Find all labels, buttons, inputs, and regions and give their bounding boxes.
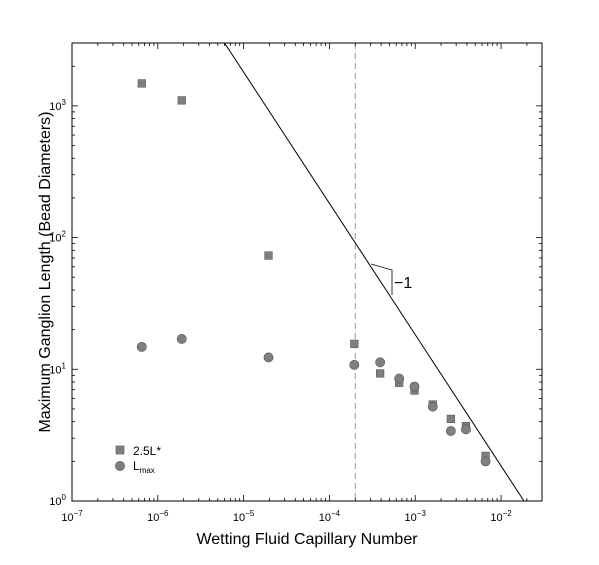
y-tick-label: 103 — [49, 98, 66, 113]
point-lmax — [409, 381, 420, 392]
point-lmax — [136, 341, 147, 352]
y-axis-label: Maximum Ganglion Length (Bead Diameters) — [37, 111, 54, 432]
y-tick-label-exponent: 3 — [62, 98, 67, 107]
slope-reference-line — [224, 42, 525, 502]
plot-frame — [71, 42, 543, 502]
point-lmax — [445, 426, 456, 436]
legend: 2.5L* Lmax — [115, 444, 161, 475]
point-lmax — [375, 357, 386, 368]
x-tick-label: 10−7 — [61, 509, 83, 524]
point-lmax — [461, 424, 471, 435]
x-tick-label-exponent: −2 — [503, 509, 513, 518]
y-tick-label: 102 — [49, 230, 66, 245]
y-tick-label-exponent: 0 — [62, 493, 67, 502]
y-tick-label-base: 10 — [49, 233, 61, 245]
point-2-5l — [376, 369, 385, 378]
legend-label-2-5l: 2.5L* — [133, 444, 161, 458]
x-tick-label-base: 10 — [147, 512, 159, 524]
x-tick-labels: 10−7 10−6 10−5 10−4 10−3 10−2 — [61, 509, 512, 524]
point-lmax — [263, 352, 274, 363]
legend-label-lmax: Lmax — [133, 459, 155, 475]
y-tick-label-exponent: 2 — [62, 230, 67, 239]
point-2-5l — [350, 339, 359, 348]
slope-label: −1 — [394, 275, 412, 292]
y-tick-label-base: 10 — [49, 101, 61, 113]
point-2-5l — [177, 96, 186, 105]
x-tick-label-base: 10 — [319, 512, 331, 524]
x-tick-label-exponent: −7 — [74, 509, 84, 518]
x-tick-label-exponent: −5 — [245, 509, 255, 518]
x-tick-label: 10−2 — [490, 509, 512, 524]
x-tick-label-base: 10 — [490, 512, 502, 524]
x-tick-label-base: 10 — [405, 512, 417, 524]
x-axis-label: Wetting Fluid Capillary Number — [196, 531, 418, 548]
data-points — [136, 79, 491, 467]
legend-label-lmax-sub: max — [140, 466, 155, 475]
y-tick-label: 100 — [49, 493, 66, 508]
y-tick-label-base: 10 — [49, 496, 61, 508]
y-tick-label: 101 — [49, 361, 66, 376]
legend-marker-square — [115, 445, 125, 455]
point-lmax — [394, 373, 405, 384]
y-tick-label-base: 10 — [49, 364, 61, 376]
slope-triangle — [370, 263, 393, 295]
x-tick-label: 10−4 — [319, 509, 341, 524]
point-lmax — [480, 456, 491, 467]
y-tick-label-exponent: 1 — [62, 361, 67, 370]
x-tick-label: 10−5 — [233, 509, 255, 524]
point-2-5l — [264, 251, 273, 260]
point-lmax — [427, 401, 438, 412]
x-tick-label-exponent: −3 — [417, 509, 427, 518]
slope-annotation: −1 — [370, 263, 412, 295]
x-tick-label-exponent: −6 — [159, 509, 169, 518]
reference-lines — [224, 42, 525, 502]
x-tick-label: 10−6 — [147, 509, 169, 524]
axis-ticks — [71, 42, 543, 502]
x-tick-label: 10−3 — [405, 509, 427, 524]
x-tick-label-base: 10 — [233, 512, 245, 524]
point-2-5l — [446, 414, 455, 424]
point-lmax — [349, 359, 360, 370]
point-2-5l — [137, 79, 146, 88]
x-tick-label-base: 10 — [61, 512, 73, 524]
x-tick-label-exponent: −4 — [331, 509, 341, 518]
legend-label-lmax-main: L — [133, 459, 140, 473]
legend-marker-circle — [115, 461, 125, 471]
point-lmax — [176, 334, 187, 344]
